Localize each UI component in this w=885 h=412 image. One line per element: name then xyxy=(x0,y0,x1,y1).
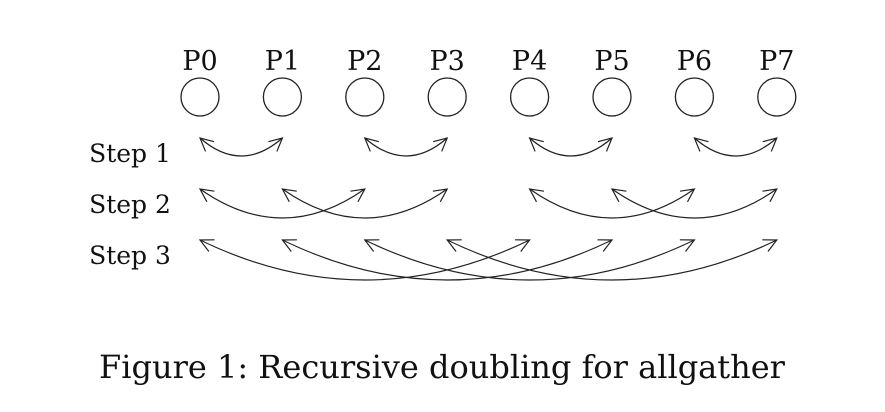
process-labels: P0 P1 P2 P3 P4 P5 P6 P7 xyxy=(182,46,794,77)
arrow-head-right xyxy=(515,239,531,252)
arrow-head-left xyxy=(445,239,462,252)
arrow-head-right xyxy=(597,137,614,152)
arrow-head-right xyxy=(350,188,366,203)
arrow-head-left xyxy=(281,188,297,203)
process-node-p1 xyxy=(262,77,303,117)
exchange-arc xyxy=(529,188,695,219)
exchange-arrow-p4-p6 xyxy=(528,188,696,219)
arrow-head-right xyxy=(762,239,779,252)
step-label-2: Step 2 xyxy=(89,190,171,219)
exchange-arrow-p4-p5 xyxy=(528,137,614,157)
process-label-p7: P7 xyxy=(759,46,794,77)
arrow-head-left xyxy=(363,137,380,152)
exchange-arc xyxy=(446,239,778,281)
arrow-head-right xyxy=(597,239,614,252)
exchange-arrow-p2-p3 xyxy=(363,137,449,157)
arrow-head-left xyxy=(281,239,297,252)
process-node-p5 xyxy=(592,77,632,117)
arrow-head-right xyxy=(679,188,696,203)
process-nodes xyxy=(180,77,797,117)
arrow-head-right xyxy=(762,188,778,203)
exchange-arrow-p6-p7 xyxy=(693,137,778,157)
exchange-arrow-p2-p6 xyxy=(363,239,696,281)
exchange-arrow-p0-p2 xyxy=(198,188,366,219)
exchange-arc xyxy=(364,239,695,281)
arrow-head-left xyxy=(198,188,215,203)
exchange-arrow-p1-p3 xyxy=(281,188,449,219)
exchange-arc xyxy=(282,239,613,281)
exchange-arc xyxy=(611,188,778,219)
process-node-p7 xyxy=(757,77,797,117)
exchange-arc xyxy=(199,239,530,281)
exchange-arrow-p3-p7 xyxy=(445,239,779,281)
process-label-p4: P4 xyxy=(512,46,547,77)
process-label-p0: P0 xyxy=(182,46,217,77)
exchange-arc xyxy=(282,188,448,219)
figure-caption: Figure 1: Recursive doubling for allgath… xyxy=(99,348,786,386)
arrow-head-right xyxy=(432,137,449,152)
arrow-head-left xyxy=(528,188,545,203)
exchange-arrow-p5-p7 xyxy=(610,188,778,219)
exchange-arc xyxy=(529,137,613,157)
process-label-p2: P2 xyxy=(347,46,382,77)
process-label-p1: P1 xyxy=(265,46,300,77)
exchange-arc xyxy=(694,137,778,157)
arrow-head-left xyxy=(198,137,215,152)
arrow-head-right xyxy=(762,137,778,152)
exchange-arrows xyxy=(198,137,779,281)
arrow-head-right xyxy=(679,239,696,252)
process-node-p0 xyxy=(180,77,220,117)
arrow-head-right xyxy=(268,137,284,152)
process-label-p5: P5 xyxy=(594,46,629,77)
process-label-p3: P3 xyxy=(430,46,465,77)
exchange-arrow-p1-p5 xyxy=(281,239,614,281)
arrow-head-left xyxy=(610,188,627,203)
arrow-head-left xyxy=(528,137,544,152)
exchange-arc xyxy=(364,137,448,157)
exchange-arc xyxy=(199,137,283,157)
process-node-p2 xyxy=(345,77,385,117)
arrow-head-right xyxy=(432,188,449,203)
step-label-1: Step 1 xyxy=(89,139,171,168)
step-labels: Step 1 Step 2 Step 3 xyxy=(89,139,171,270)
exchange-arrow-p0-p4 xyxy=(198,239,531,281)
arrow-head-left xyxy=(693,137,709,152)
step-label-3: Step 3 xyxy=(89,241,171,270)
exchange-arc xyxy=(199,188,366,219)
process-node-p3 xyxy=(427,77,467,117)
arrow-head-left xyxy=(198,239,215,252)
arrow-head-left xyxy=(363,239,380,252)
process-node-p6 xyxy=(674,77,715,117)
exchange-arrow-p0-p1 xyxy=(198,137,284,157)
process-node-p4 xyxy=(509,77,550,117)
process-label-p6: P6 xyxy=(677,46,712,77)
